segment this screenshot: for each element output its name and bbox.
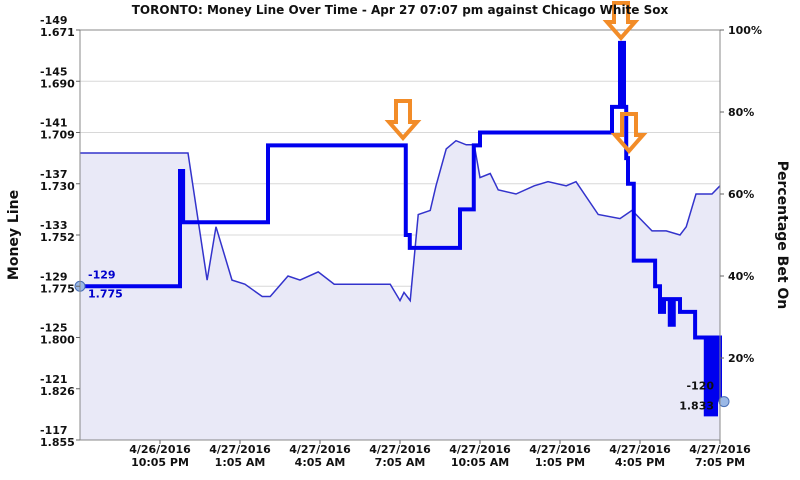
y-tick-label: 1.671 [40, 26, 75, 39]
y-tick-label: 1.775 [40, 282, 75, 295]
end-marker [718, 396, 730, 408]
y2-tick-label: 20% [728, 352, 754, 365]
y-tick-label: -121 [40, 373, 68, 386]
y-tick-label: 1.855 [40, 436, 75, 449]
y-tick-label: -129 [40, 270, 68, 283]
y-tick-label: 1.800 [40, 334, 75, 347]
annotation: 1.775 [88, 287, 123, 300]
event-arrow [384, 99, 422, 142]
x-tick-label: 4:05 AM [295, 456, 346, 469]
y-tick-label: 1.826 [40, 385, 75, 398]
y2-tick-label: 60% [728, 188, 754, 201]
x-tick-label: 4/27/2016 [449, 443, 511, 456]
line [80, 139, 721, 303]
y-tick-label: 1.752 [40, 231, 75, 244]
y2-axis-title: Percentage Bet On [774, 161, 790, 310]
y-tick-label: -141 [40, 117, 68, 130]
y-tick-label: -133 [40, 219, 68, 232]
line [80, 40, 722, 417]
x-tick-label: 4/27/2016 [209, 443, 271, 456]
y2-tick-label: 100% [728, 24, 762, 37]
y-tick-label: -149 [40, 14, 68, 27]
y-tick-label: 1.709 [40, 129, 75, 142]
x-tick-label: 7:05 AM [375, 456, 426, 469]
y-tick-label: 1.730 [40, 180, 75, 193]
x-tick-label: 4/27/2016 [689, 443, 751, 456]
y-tick-label: -145 [40, 65, 68, 78]
x-tick-label: 1:05 AM [215, 456, 266, 469]
area [80, 140, 720, 440]
chart-title: TORONTO: Money Line Over Time - Apr 27 0… [132, 3, 669, 17]
x-tick-label: 4/26/2016 [129, 443, 191, 456]
x-tick-label: 4/27/2016 [529, 443, 591, 456]
event-arrow [602, 1, 640, 42]
x-tick-label: 4/27/2016 [369, 443, 431, 456]
event-arrow [610, 112, 648, 155]
x-tick-label: 10:05 AM [451, 456, 509, 469]
labels: TORONTO: Money Line Over Time - Apr 27 0… [6, 3, 790, 469]
y-tick-label: -137 [40, 168, 68, 181]
x-tick-label: 10:05 PM [131, 456, 189, 469]
y-axis-title: Money Line [6, 190, 22, 280]
event-arrows [384, 1, 648, 155]
y2-tick-label: 80% [728, 106, 754, 119]
annotation: -129 [88, 268, 116, 281]
annotation: 1.833 [679, 400, 714, 413]
y-tick-label: -125 [40, 322, 68, 335]
annotation: -120 [686, 380, 714, 393]
y2-tick-label: 40% [728, 270, 754, 283]
y-tick-label: -117 [40, 424, 68, 437]
x-tick-label: 4:05 PM [615, 456, 665, 469]
x-tick-label: 7:05 PM [695, 456, 745, 469]
y-tick-label: 1.690 [40, 77, 75, 90]
x-tick-label: 1:05 PM [535, 456, 585, 469]
x-tick-label: 4/27/2016 [289, 443, 351, 456]
series [74, 40, 730, 440]
x-tick-label: 4/27/2016 [609, 443, 671, 456]
axes [76, 29, 724, 444]
